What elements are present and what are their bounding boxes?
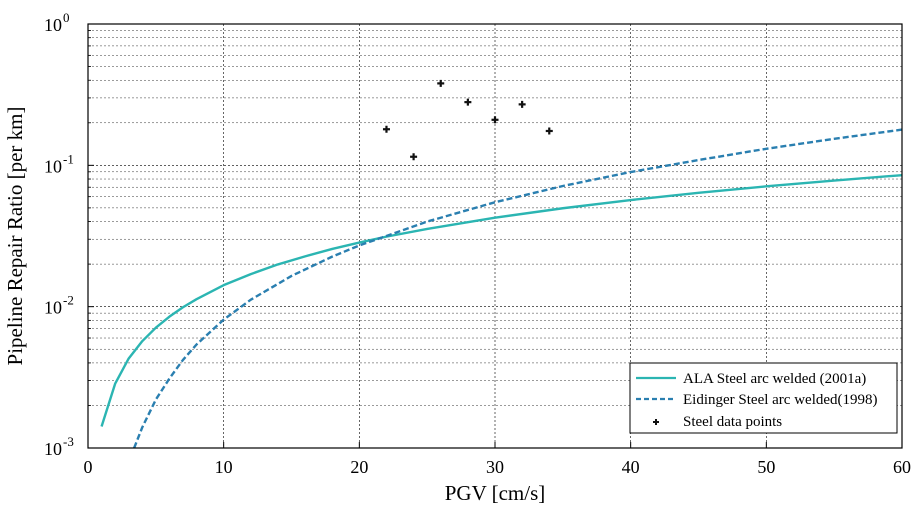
data-point [382,125,390,133]
plot-frame [87,23,903,449]
y-tick-exponent: -1 [63,151,74,166]
y-tick-label: 10 [44,298,62,318]
series-line-1 [133,128,903,449]
y-tick-label: 10 [44,15,62,35]
data-point [410,153,418,161]
x-tick-label: 10 [215,457,233,477]
data-point [518,100,526,108]
x-tick-label: 0 [84,457,93,477]
series-layer [100,79,903,449]
legend-label-eidinger: Eidinger Steel arc welded(1998) [683,392,878,408]
data-point [491,116,499,124]
x-tick-label: 40 [622,457,640,477]
y-axis-title: Pipeline Repair Ratio [per km] [3,107,27,366]
series-line-0 [100,173,903,427]
y-tick-label: 10 [44,439,62,459]
data-point [464,98,472,106]
x-axis-title: PGV [cm/s] [445,481,546,505]
x-tick-label: 50 [757,457,775,477]
y-tick-exponent: -2 [63,293,74,308]
y-tick-exponent: -3 [63,434,74,449]
legend-label-ala: ALA Steel arc welded (2001a) [683,371,866,387]
x-tick-label: 20 [350,457,368,477]
y-tick-exponent: 0 [63,10,70,25]
legend-marker-steel [653,419,659,425]
data-point [545,127,553,135]
data-point [437,79,445,87]
x-tick-label: 60 [893,457,911,477]
legend-label-steel: Steel data points [683,414,782,430]
y-tick-label: 10 [44,156,62,176]
legend: ALA Steel arc welded (2001a) Eidinger St… [629,362,898,434]
x-tick-label: 30 [486,457,504,477]
legend-box [629,362,898,434]
